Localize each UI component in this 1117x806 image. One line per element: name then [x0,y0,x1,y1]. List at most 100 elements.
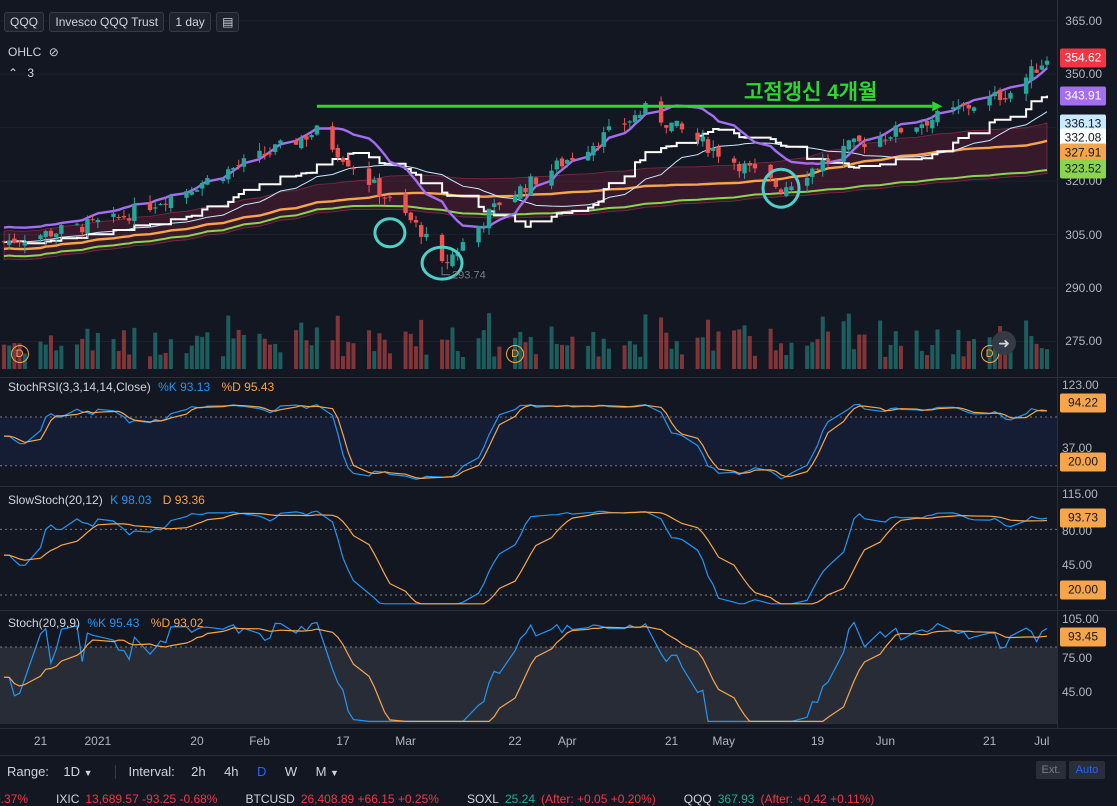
volume-bar [116,350,121,369]
ticker-item[interactable]: 0.37% [0,792,29,806]
ticker-item[interactable]: (After: +0.05 +0.20%) [541,792,656,806]
candle-body [486,208,492,229]
ticker-item[interactable]: 26,408.89 +66.15 +0.25% [300,792,439,806]
volume-bar [294,330,299,369]
volume-bar [163,352,168,369]
time-tick: 21 [33,734,48,748]
candle-body [132,204,137,221]
interval-label[interactable]: 1 day [169,12,211,32]
price-chart[interactable]: 293.74 [0,0,1057,377]
candle-body [711,147,716,151]
ticker-item[interactable]: 367.93 [717,792,755,806]
interval-m[interactable]: M ▼ [316,764,339,779]
scroll-to-realtime-button[interactable]: ➜ [992,331,1016,355]
candle-body [888,137,893,139]
time-tick: Jul [1034,734,1050,748]
price-badge: 332.08 [1060,128,1106,148]
candle-body [705,139,711,153]
ticker-item[interactable]: SOXL [466,792,499,806]
candle-body [90,219,95,221]
volume-bar [643,314,648,369]
ticker-item[interactable]: 25.24 [504,792,535,806]
oscillator-panes[interactable] [0,378,1057,728]
candle-body [1023,77,1029,94]
range-dropdown[interactable]: 1D ▼ [63,764,92,779]
stochrsi-tick-high: 123.00 [1062,378,1099,392]
ext-button[interactable]: Ext. [1036,761,1066,779]
volume-bar [846,313,851,369]
slowstoch-legend[interactable]: SlowStoch(20,12) K 98.03 D 93.36 [8,493,205,507]
volume-bar [80,338,85,369]
series-line [3,169,1048,258]
ticker-item[interactable]: 13,689.57 -93.25 -0.68% [85,792,218,806]
stoch-legend[interactable]: Stoch(20,9,9) %K 95.43 %D 93.02 [8,616,203,630]
symbol-name[interactable]: Invesco QQQ Trust [49,12,165,32]
candle-body [862,144,867,148]
dividend-marker[interactable]: D [10,345,29,363]
candle-body [231,167,236,170]
stoch-tick-high: 105.00 [1062,612,1099,626]
volume-bar [445,339,450,369]
interval-2h[interactable]: 2h [191,764,206,779]
stochrsi-axis[interactable] [1057,378,1117,486]
symbol-label[interactable]: QQQ [4,12,45,32]
range-value: 1D [63,764,80,779]
volume-bar [591,332,596,369]
stochrsi-level-badge: 20.00 [1060,452,1106,472]
settings-icon[interactable]: ▤ [216,12,240,32]
volume-bar [460,356,465,369]
volume-bar [194,335,199,369]
candle-body [700,136,706,142]
volume-bar [346,341,351,369]
candle-body [53,233,59,238]
eye-hidden-icon[interactable]: ⊘ [48,45,59,59]
ticker-item[interactable]: (After: +0.42 +0.11%) [760,792,875,806]
auto-scale-button[interactable]: Auto [1069,761,1105,779]
candle-body [309,135,314,138]
volume-bar [695,337,700,369]
interval-label: Interval: [128,764,175,779]
ticker-item[interactable]: BTCUSD [245,792,295,806]
candle-body [695,132,700,141]
candle-body [549,170,554,186]
ticker-item[interactable]: QQQ [683,792,712,806]
candle-body [956,106,961,109]
interval-d[interactable]: D [257,764,267,779]
volume-bar [367,330,372,369]
candle-body [914,127,919,132]
dividend-marker[interactable]: D [506,345,525,363]
d-series-line [3,625,1048,722]
interval-4h[interactable]: 4h [224,764,239,779]
volume-bar [549,326,554,369]
price-badge: 336.13 [1060,114,1106,134]
candle-body [226,169,231,180]
slowstoch-k-badge: 93.73 [1060,508,1106,528]
ohlc-toggle[interactable]: OHLC ⊘ [8,45,59,59]
candle-body [345,160,351,167]
candle-body [7,240,12,245]
price-axis[interactable] [1057,0,1117,377]
slowstoch-d: D 93.36 [162,493,205,507]
candle-body [450,254,455,267]
volume-bar [747,335,752,369]
dividend-marker[interactable]: D [980,345,999,363]
volume-bar [85,328,90,369]
volume-bar [742,325,747,369]
candle-body [716,146,721,157]
volume-bar [262,338,267,369]
interval-w[interactable]: W [284,764,298,779]
stochrsi-legend[interactable]: StochRSI(3,3,14,14,Close) %K 93.13 %D 95… [8,380,274,394]
slowstoch-axis[interactable] [1057,487,1117,610]
stoch-axis[interactable] [1057,611,1117,728]
indicator-collapse[interactable]: ⌃ 3 [8,66,34,80]
annotation-text[interactable]: 고점갱신 4개월 [744,81,878,104]
candle-body [1008,93,1013,99]
candle-body [168,195,174,209]
volume-bar [304,340,309,369]
time-tick: Mar [395,734,416,748]
candle-body [1034,69,1039,73]
ticker-item[interactable]: IXIC [56,792,80,806]
candle-body [492,203,497,208]
chevron-up-icon[interactable]: ⌃ [8,66,19,80]
volume-bar [533,354,538,369]
